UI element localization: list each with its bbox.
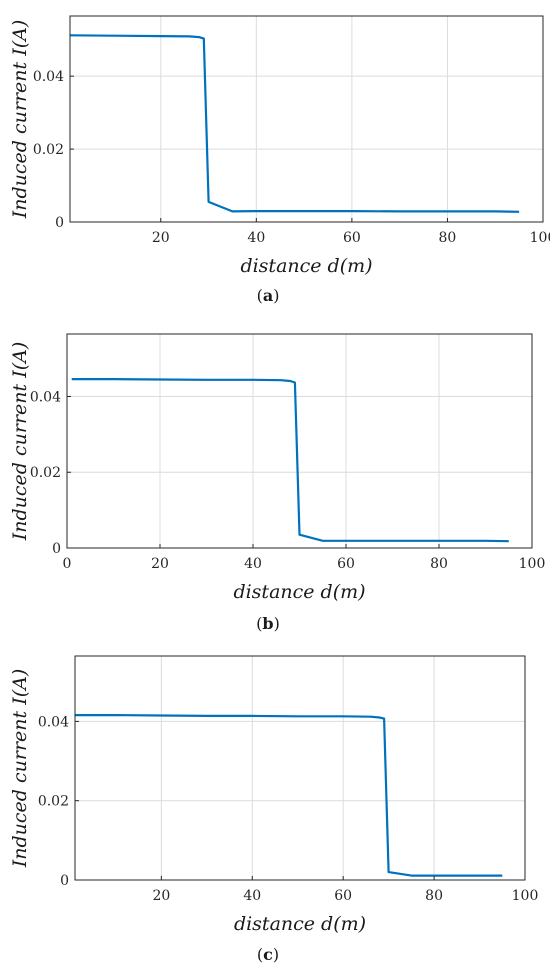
- chart-panel-a: 20 40 60 80 100 0 0.02 0.04 distance d(m) Indu…: [9, 15, 550, 305]
- x-tick-label: 100: [530, 230, 550, 246]
- y-tick-label: 0.02: [30, 465, 61, 481]
- x-tick-label: 60: [337, 556, 355, 572]
- chart-panel-b: 0 20 40 60 80 100 0 0.02 0.04 distance d(m) Ind…: [9, 333, 546, 633]
- x-tick-label: 20: [152, 888, 170, 904]
- y-tick-labels: 0 0.02 0.04: [30, 389, 71, 557]
- panel-caption: (b): [256, 614, 280, 633]
- x-axis-label: distance d(m): [240, 255, 372, 277]
- y-axis-label: Induced current I(A): [9, 20, 31, 219]
- axes-frame: [74, 655, 526, 881]
- x-tick-label: 100: [519, 556, 546, 572]
- x-tick-label: 80: [425, 888, 443, 904]
- y-tick-label: 0: [52, 541, 61, 557]
- x-tick-labels: 0 20 40 60 80 100: [63, 544, 546, 572]
- panel-caption: (c): [257, 945, 279, 964]
- x-tick-label: 80: [439, 230, 457, 246]
- x-tick-label: 100: [512, 888, 539, 904]
- y-tick-labels: 0 0.02 0.04: [38, 714, 79, 889]
- y-tick-label: 0: [55, 215, 64, 231]
- series-line: [75, 713, 503, 877]
- panel-caption: (a): [257, 286, 280, 305]
- y-axis-label: Induced current I(A): [9, 342, 31, 541]
- axes-frame: [66, 333, 533, 549]
- x-tick-labels: 20 40 60 80 100: [152, 218, 550, 246]
- axes-frame: [69, 15, 544, 223]
- y-tick-label: 0: [60, 873, 69, 889]
- y-tick-label: 0.04: [33, 69, 64, 85]
- y-tick-labels: 0 0.02 0.04: [33, 69, 74, 231]
- y-tick-label: 0.02: [38, 794, 69, 810]
- grid-lines: [67, 334, 532, 548]
- y-tick-label: 0.04: [30, 389, 61, 405]
- grid-lines: [75, 656, 525, 880]
- x-axis-label: distance d(m): [234, 913, 366, 935]
- caption-letter: b: [262, 614, 273, 633]
- series-line: [69, 34, 520, 213]
- caption-letter: a: [263, 286, 273, 305]
- grid-lines: [70, 16, 543, 222]
- x-axis-label: distance d(m): [233, 581, 365, 603]
- x-tick-label: 40: [244, 556, 262, 572]
- x-tick-label: 20: [152, 230, 170, 246]
- series-line: [71, 378, 509, 543]
- x-tick-label: 40: [243, 888, 261, 904]
- caption-letter: c: [263, 945, 273, 964]
- x-tick-label: 0: [63, 556, 72, 572]
- y-axis-label: Induced current I(A): [9, 669, 31, 868]
- x-tick-labels: 20 40 60 80 100: [152, 876, 538, 904]
- x-tick-label: 60: [334, 888, 352, 904]
- x-tick-label: 40: [247, 230, 265, 246]
- chart-panel-c: 20 40 60 80 100 0 0.02 0.04 distance d(m) Indu…: [9, 655, 538, 964]
- x-tick-label: 20: [151, 556, 169, 572]
- y-tick-label: 0.04: [38, 714, 69, 730]
- x-tick-label: 80: [430, 556, 448, 572]
- y-tick-label: 0.02: [33, 142, 64, 158]
- x-tick-label: 60: [343, 230, 361, 246]
